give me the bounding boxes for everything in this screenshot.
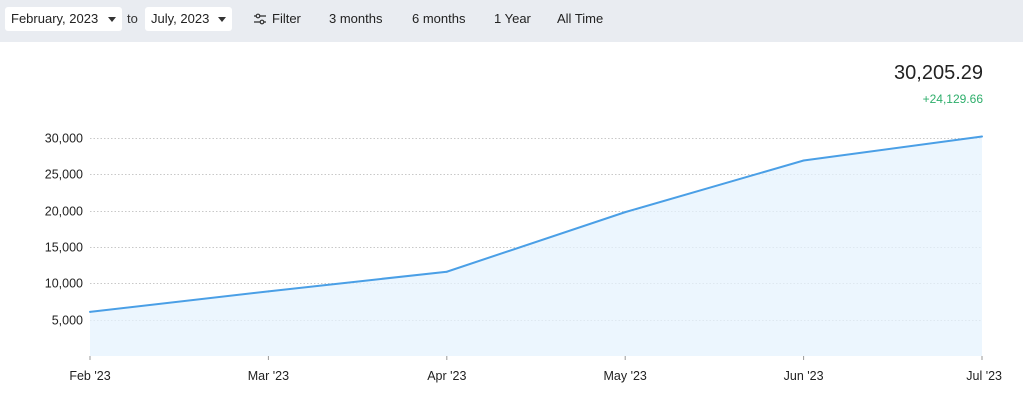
toolbar: February, 2023 to July, 2023 Filter 3 mo… <box>0 0 1023 42</box>
to-date-value: July, 2023 <box>151 11 210 26</box>
from-date-select[interactable]: February, 2023 <box>5 7 122 31</box>
data-point <box>89 310 91 313</box>
range-1-year-button[interactable]: 1 Year <box>494 11 531 26</box>
y-tick-label: 15,000 <box>45 241 83 255</box>
x-tick-label: Apr '23 <box>427 369 466 383</box>
x-tick-label: Jul '23 <box>966 369 1002 383</box>
area-fill <box>90 136 982 356</box>
x-tick-label: Jun '23 <box>784 369 824 383</box>
y-tick-label: 25,000 <box>45 168 83 182</box>
x-tick-label: Mar '23 <box>248 369 289 383</box>
y-axis-ticks: 5,000 10,000 15,000 20,000 25,000 30,000 <box>45 132 83 328</box>
data-point <box>267 290 270 293</box>
to-date-select[interactable]: July, 2023 <box>145 7 232 31</box>
x-tick-label: Feb '23 <box>69 369 110 383</box>
data-point <box>445 270 448 273</box>
y-tick-label: 20,000 <box>45 205 83 219</box>
change-value: +24,129.66 <box>922 92 983 106</box>
filter-label: Filter <box>272 11 301 26</box>
filter-button[interactable]: Filter <box>254 7 301 31</box>
y-tick-label: 30,000 <box>45 132 83 146</box>
data-point <box>624 211 627 214</box>
data-points <box>89 135 983 313</box>
y-tick-label: 5,000 <box>52 314 83 328</box>
total-value: 30,205.29 <box>894 62 983 84</box>
sliders-icon <box>254 13 266 25</box>
range-all-time-button[interactable]: All Time <box>557 11 604 26</box>
caret-down-icon <box>108 17 116 22</box>
to-label: to <box>127 11 138 26</box>
caret-down-icon <box>218 17 226 22</box>
data-point <box>981 135 983 138</box>
from-date-value: February, 2023 <box>11 11 99 26</box>
series-line <box>89 135 983 313</box>
data-point <box>802 159 805 162</box>
range-3-months-button[interactable]: 3 months <box>329 11 383 26</box>
range-6-months-button[interactable]: 6 months <box>412 11 466 26</box>
y-tick-label: 10,000 <box>45 277 83 291</box>
x-tick-label: May '23 <box>604 369 647 383</box>
x-axis-ticks: Feb '23 Mar '23 Apr '23 May '23 Jun '23 Jul '… <box>69 356 1002 383</box>
